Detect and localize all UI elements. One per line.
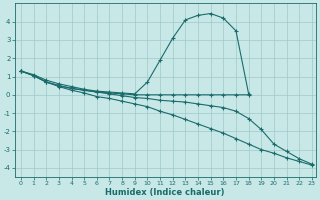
X-axis label: Humidex (Indice chaleur): Humidex (Indice chaleur) <box>105 188 225 197</box>
